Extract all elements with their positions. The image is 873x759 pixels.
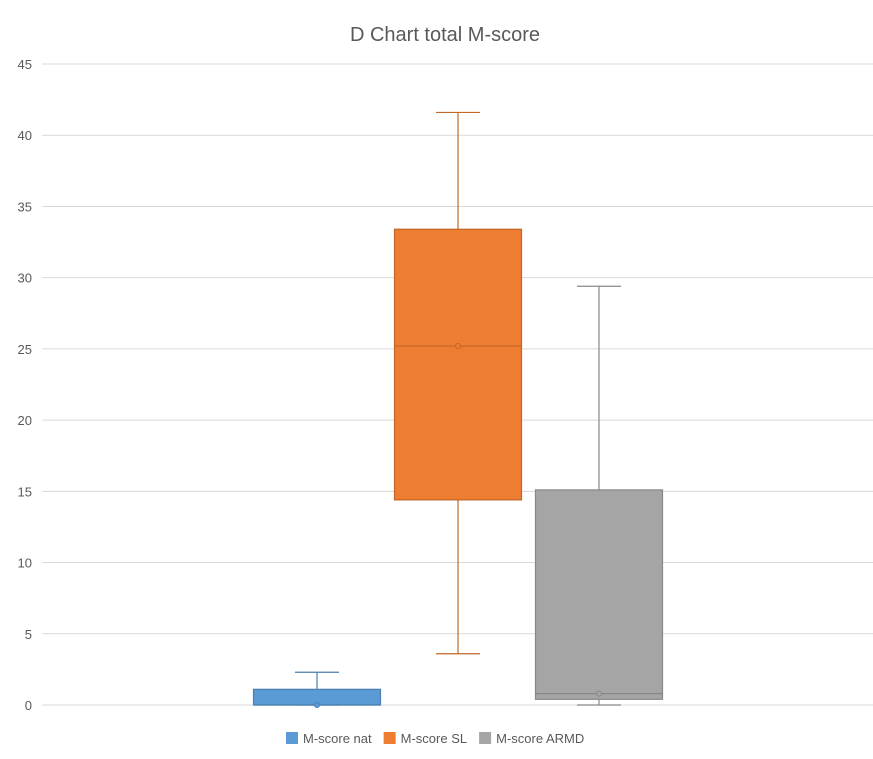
box-m-score-armd bbox=[534, 285, 664, 706]
y-axis: 0 5 10 15 20 25 30 35 40 45 bbox=[18, 57, 32, 713]
legend-label: M-score ARMD bbox=[496, 731, 584, 746]
mean-marker bbox=[455, 343, 461, 350]
iqr-box bbox=[534, 489, 664, 700]
y-tick-label: 40 bbox=[18, 128, 32, 143]
legend-item: M-score SL bbox=[383, 731, 467, 746]
y-tick-label: 15 bbox=[18, 484, 32, 499]
y-tick-label: 20 bbox=[18, 413, 32, 428]
legend: M-score nat M-score SL M-score ARMD bbox=[286, 731, 584, 746]
legend-label: M-score SL bbox=[401, 731, 467, 746]
legend-label: M-score nat bbox=[303, 731, 372, 746]
mean-marker bbox=[596, 690, 602, 697]
box-m-score-sl bbox=[393, 111, 523, 655]
y-tick-label: 5 bbox=[25, 627, 32, 642]
box-m-score-nat bbox=[252, 671, 382, 708]
y-tick-label: 10 bbox=[18, 556, 32, 571]
legend-item: M-score nat bbox=[286, 731, 372, 746]
chart-title: D Chart total M-score bbox=[350, 24, 540, 46]
legend-item: M-score ARMD bbox=[479, 731, 584, 746]
y-tick-label: 35 bbox=[18, 199, 32, 214]
legend-swatch bbox=[479, 732, 492, 744]
plot-area bbox=[252, 111, 664, 708]
y-tick-label: 45 bbox=[18, 57, 32, 72]
iqr-box bbox=[393, 228, 523, 501]
legend-swatch bbox=[383, 732, 396, 744]
y-tick-label: 25 bbox=[18, 342, 32, 357]
y-tick-label: 0 bbox=[25, 698, 32, 713]
y-tick-label: 30 bbox=[18, 271, 32, 286]
mean-marker bbox=[314, 702, 320, 708]
legend-swatch bbox=[286, 732, 298, 744]
